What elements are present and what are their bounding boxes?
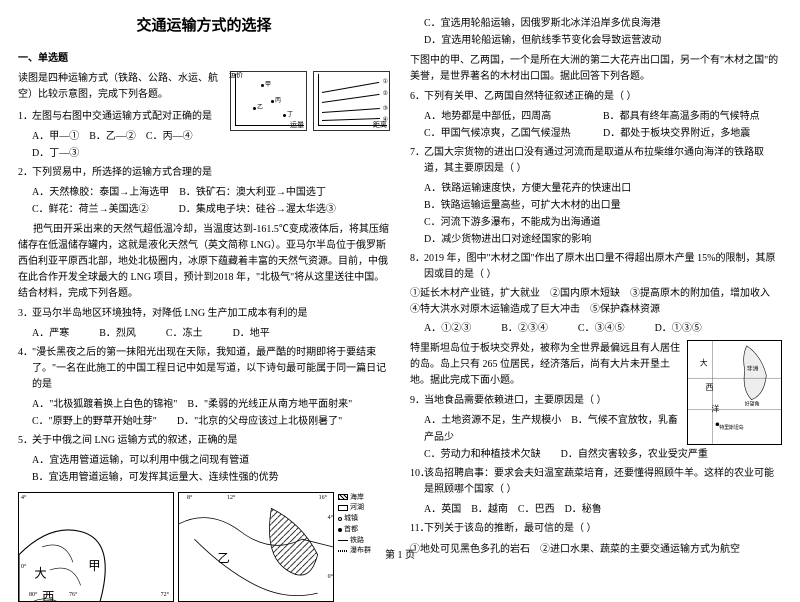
q3-options: A．严寒 B．烈风 C．冻土 D．地平 [18, 325, 390, 342]
question-2: 2．下列贸易中，所选择的运输方式合理的是 [18, 165, 390, 181]
paragraph-1: 把气田开采出来的天然气超低温冷却，当温度达到-161.5℃变成液体后，将其压缩储… [18, 222, 390, 302]
svg-text:特里斯坦岛: 特里斯坦岛 [719, 424, 743, 431]
svg-text:大: 大 [34, 566, 46, 580]
q1-options: A．甲—①B．乙—②C．丙—④D．丁—③ [18, 128, 390, 162]
question-7: 7．乙国大宗货物的进出口没有通过河流而是取道从布拉柴维尔通向海洋的铁路取道，其主… [410, 145, 782, 177]
question-1: 1．左图与右图中交通运输方式配对正确的是 [18, 109, 390, 125]
map-left: 大 西 甲 洋 4° 0° 80° 76° 72° [18, 492, 174, 602]
question-8: 8．2019 年，图中"木材之国"作出了原木出口量不得超出原木产量 15%的限制… [410, 251, 782, 283]
page-title: 交通运输方式的选择 [18, 14, 390, 40]
q5-options-cont: C．宜选用轮船运输，因俄罗斯北冰洋沿岸多优良海港 D．宜选用轮船运输，但航线季节… [410, 15, 782, 49]
question-6: 6．下列有关甲、乙两国自然特征叙述正确的是（ ） [410, 89, 782, 105]
q11-items: ①地处可见黑色多孔的岩石 ②进口水果、蔬菜的主要交通运输方式为航空 [410, 541, 782, 558]
svg-text:西: 西 [42, 589, 54, 601]
left-column: 交通运输方式的选择 一、单选题 运价 运量 甲 丙 乙 丁 距离 ① ② ③ ④… [0, 0, 400, 565]
svg-text:乙: 乙 [217, 551, 229, 565]
svg-text:甲: 甲 [88, 558, 100, 572]
q8-items: ①延长木材产业链，扩大就业 ②国内原木短缺 ③提高原木的附加值，增加收入 ④特大… [410, 286, 782, 318]
question-10: 10．该岛招聘启事：要求会夫妇温室蔬菜培育，还要懂得照顾牛羊。这样的农业可能是照… [410, 466, 782, 498]
svg-text:西: 西 [706, 383, 714, 392]
right-column: C．宜选用轮船运输，因俄罗斯北冰洋沿岸多优良海港 D．宜选用轮船运输，但航线季节… [400, 0, 800, 565]
q6-options: A．地势都是中部低，四周高B．都具有终年高温多雨的气候特点 C．甲国气候凉爽，乙… [410, 108, 782, 142]
q10-options: A．英国B．越南C．巴西D．秘鲁 [410, 501, 782, 518]
q8-options: A．①②③ B．②③④ C．③④⑤ D．①③⑤ [410, 320, 782, 337]
question-4: 4．"漫长黑夜之后的第一抹阳光出现在天际，我知道，最严酷的时期即将于要结束了。"… [18, 345, 390, 393]
map-right: 乙 布拉柴维尔 8° 12° 16° 4° 0° [178, 492, 334, 602]
section-heading: 一、单选题 [18, 50, 390, 67]
q5-options: A．宜选用管道运输，可以利用中俄之间现有管道 B．宜选用管道运输，可发挥其运量大… [18, 452, 390, 486]
map-legend: 海岸 河湖 城镇 首都 铁路 瀑布群 [338, 492, 390, 602]
question-5: 5．关于中俄之间 LNG 运输方式的叙述，正确的是 [18, 433, 390, 449]
question-11: 11．下列关于该岛的推断，最可信的是（ ） [410, 521, 782, 537]
page-number: 第 1 页 [385, 546, 415, 561]
q7-options: A．铁路运输速度快，方便大量花卉的快速出口 B．铁路运输运量高些，可扩大木材的出… [410, 180, 782, 248]
question-9: 9．当地食品需要依赖进口，主要原因是（ ） [410, 393, 782, 409]
svg-text:大: 大 [700, 357, 708, 367]
map-strip: 大 西 甲 洋 4° 0° 80° 76° 72° 乙 [18, 492, 390, 602]
svg-text:非洲: 非洲 [747, 364, 759, 372]
q2-options: A．天然橡胶：泰国→上海选甲 B．铁矿石：澳大利亚→中国选丁 C．鲜花：荷兰→美… [18, 184, 390, 218]
paragraph-2: 下图中的甲、乙两国，一个是所在大洲的第二大花卉出口国，另一个有"木材之国"的美誉… [410, 53, 782, 85]
q4-options: A．"北极狐踱着换上白色的锦袍" B．"柔弱的光线正从南方地平面射来" C．"原… [18, 396, 390, 430]
question-3: 3．亚马尔半岛地区环境独特，对降低 LNG 生产加工成本有利的是 [18, 306, 390, 322]
